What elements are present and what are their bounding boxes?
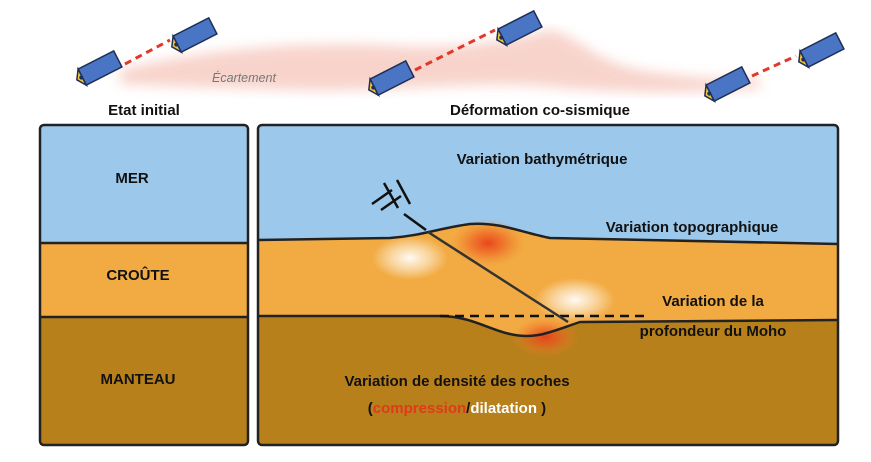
satellite-icon — [704, 65, 751, 103]
initial-panel-title: Etat initial — [108, 102, 180, 119]
bathymetry-label: Variation bathymétrique — [457, 151, 628, 168]
mantle-layer — [258, 316, 838, 445]
topography-label: Variation topographique — [606, 219, 779, 236]
fault-plane — [427, 230, 569, 324]
dilatation-zone — [372, 236, 448, 280]
mantle-layer — [40, 317, 248, 445]
satellite-strip: Écartement — [76, 9, 845, 103]
crust-label: CROÛTE — [106, 266, 169, 284]
satellite-icon — [368, 59, 415, 97]
satellite-link-right — [751, 54, 797, 78]
moho-label-line1: Variation de la — [662, 293, 764, 310]
slash: / — [466, 400, 471, 417]
satellite-link-center — [414, 28, 496, 72]
deformation-panel-title: Déformation co-sismique — [450, 102, 630, 119]
separation-label: Écartement — [212, 70, 276, 85]
open-paren: ( — [368, 400, 373, 417]
moho-label-line2: profondeur du Moho — [640, 323, 787, 340]
deformed-moho-line — [258, 314, 838, 338]
satellite-icon — [798, 31, 845, 69]
compression-label: compression — [373, 400, 466, 417]
satellite-icon — [496, 9, 543, 47]
sea-layer — [40, 125, 248, 243]
panel-border — [38, 123, 250, 447]
dilatation-zone — [535, 278, 615, 322]
fault-slip-icon — [371, 179, 427, 232]
density-label: Variation de densité des roches — [344, 373, 569, 390]
panel-border — [256, 123, 840, 447]
satellite-link-left — [124, 38, 171, 66]
mantle-label: MANTEAU — [101, 371, 176, 388]
satellite-icon — [171, 16, 218, 54]
crust-layer — [40, 243, 248, 317]
density-legend: (compression/dilatation ) — [368, 400, 546, 417]
initial-state-panel: MER CROÛTE MANTEAU — [38, 123, 250, 447]
separation-band — [120, 30, 760, 93]
deformation-panel: Variation bathymétrique Variation topogr… — [256, 123, 840, 447]
sea-label: MER — [115, 170, 149, 187]
compression-zone — [450, 219, 526, 267]
close-paren: ) — [537, 400, 546, 417]
dilatation-label: dilatation — [470, 400, 537, 417]
deformed-seafloor-line — [258, 222, 838, 246]
satellite-icon — [76, 49, 123, 87]
